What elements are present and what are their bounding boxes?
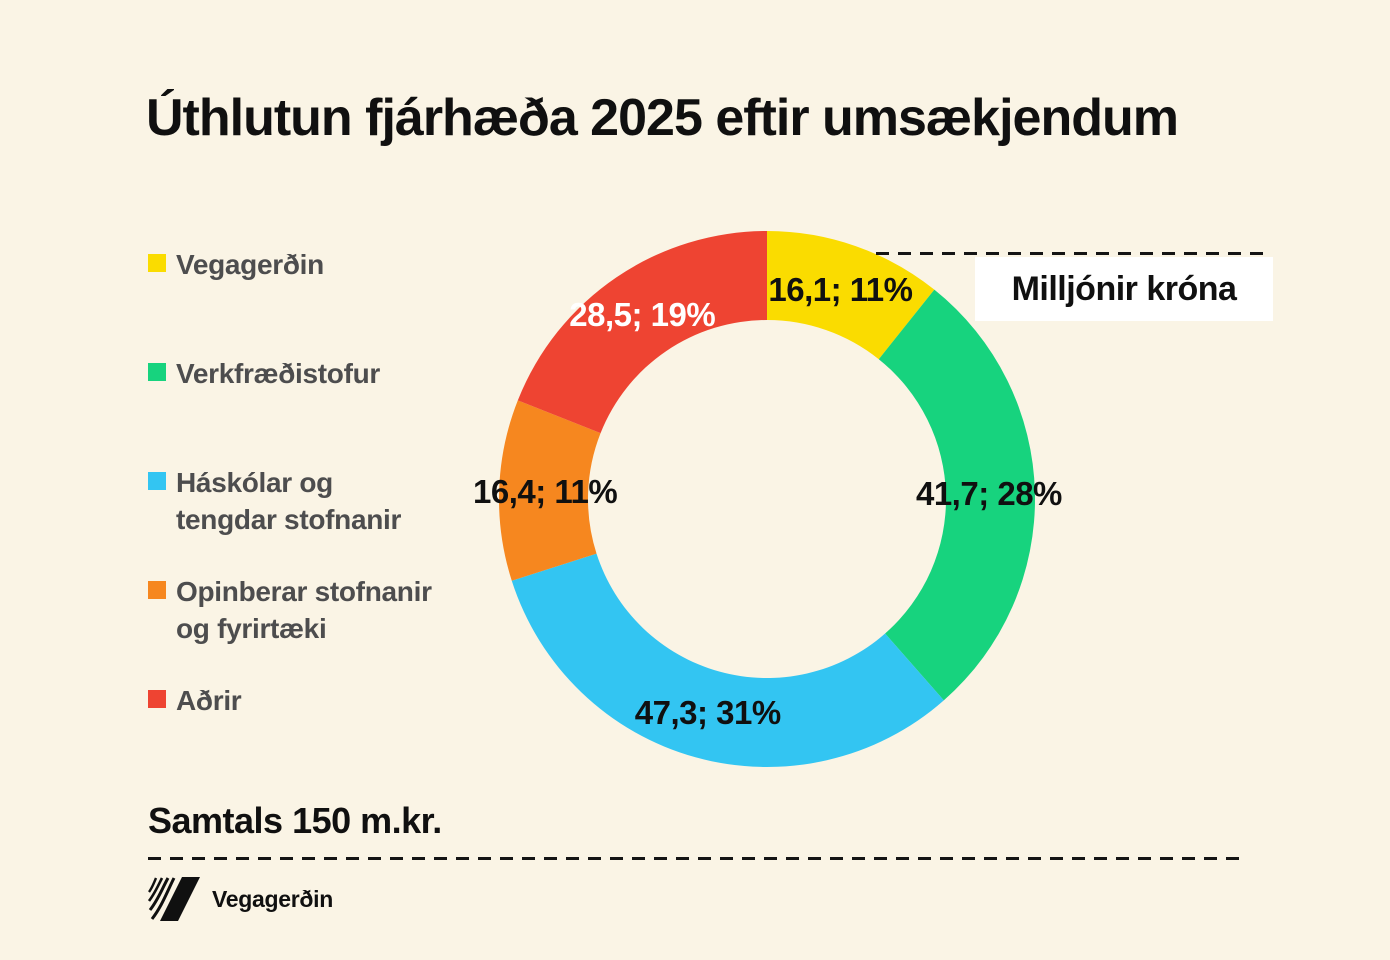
total-label: Samtals 150 m.kr.	[148, 800, 442, 841]
legend-label: Aðrir	[176, 685, 242, 716]
vegagerdin-logo-icon	[148, 877, 200, 921]
legend-item-2[interactable]: Háskólar og tengdar stofnanir	[148, 464, 401, 538]
footer-divider-dashed-line	[148, 857, 1246, 860]
legend-swatch-icon	[148, 581, 166, 599]
page-title: Úthlutun fjárhæða 2025 eftir umsækjendum	[146, 89, 1179, 147]
donut-slice-0[interactable]	[767, 231, 935, 360]
legend-label: Verkfræðistofur	[176, 358, 380, 389]
donut-slice-1[interactable]	[878, 289, 1036, 701]
legend-label: Opinberar stofnanir og fyrirtæki	[176, 576, 432, 644]
legend-swatch-icon	[148, 472, 166, 490]
legend-item-0[interactable]: Vegagerðin	[148, 246, 324, 283]
legend-item-4[interactable]: Aðrir	[148, 682, 242, 719]
legend-swatch-icon	[148, 254, 166, 272]
legend-label: Háskólar og tengdar stofnanir	[176, 467, 402, 535]
unit-callout-dashed-line	[876, 252, 1266, 255]
legend-swatch-icon	[148, 363, 166, 381]
chart-legend: Vegagerðin Verkfræðistofur Háskólar og ten…	[148, 246, 508, 766]
legend-item-3[interactable]: Opinberar stofnanir og fyrirtæki	[148, 573, 432, 647]
donut-slice-2[interactable]	[511, 553, 944, 768]
donut-chart	[498, 231, 1036, 768]
unit-callout-box: Milljónir króna	[975, 257, 1273, 321]
donut-slice-4[interactable]	[517, 231, 767, 434]
footer-brand-text: Vegagerðin	[212, 885, 333, 912]
footer: Vegagerðin	[148, 876, 333, 922]
legend-swatch-icon	[148, 690, 166, 708]
donut-slice-3[interactable]	[498, 400, 601, 581]
legend-item-1[interactable]: Verkfræðistofur	[148, 355, 380, 392]
legend-label: Vegagerðin	[176, 249, 324, 280]
unit-callout-label: Milljónir króna	[1011, 269, 1237, 308]
